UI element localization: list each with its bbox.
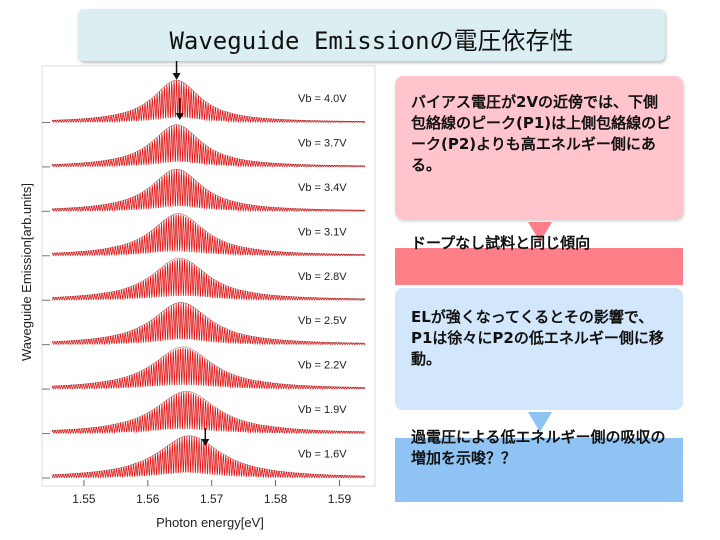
note-1: バイアス電圧が2Vの近傍では、下側包絡線のピーク(P1)は上側包絡線のピーク(P… [411, 93, 672, 174]
series-labels: Vb = 4.0V Vb = 3.7V Vb = 3.4V Vb = 3.1V Vb =… [298, 93, 347, 461]
x-tick-label: 1.59 [328, 492, 352, 506]
arrow-p1-bottom-head [201, 439, 210, 446]
series-line [51, 214, 366, 257]
series-line [51, 258, 366, 301]
series-line [51, 391, 366, 435]
note-box-3 [395, 288, 683, 410]
axes: 1.55 1.56 1.57 1.58 1.59 [41, 65, 376, 506]
note-3: ELが強くなってくるとその影響で、P1は徐々にP2の低エネルギー側に移動。 [411, 308, 664, 368]
series-label: Vb = 2.2V [298, 360, 347, 372]
note-box-1 [395, 76, 683, 219]
note-box-2 [395, 248, 683, 285]
arrow-p1-top-head [175, 113, 184, 120]
page-title: Waveguide Emissionの電圧依存性 [169, 27, 574, 55]
series-envelope [51, 391, 366, 433]
x-tick-label: 1.56 [136, 492, 160, 506]
note-box-4 [395, 438, 683, 502]
series-label: Vb = 1.6V [298, 449, 347, 461]
series-envelope [51, 257, 366, 300]
note-2: ドープなし試料と同じ傾向 [411, 234, 591, 252]
series-envelope [51, 79, 366, 122]
arrow-down-2 [528, 412, 552, 432]
series-envelope [51, 213, 366, 255]
series-line [51, 124, 366, 168]
series-envelope [51, 302, 366, 344]
series-line [51, 169, 366, 213]
series-envelope [51, 435, 366, 477]
x-tick-label: 1.58 [264, 492, 288, 506]
note-4: 過電圧による低エネルギー側の吸収の増加を示唆？？ [411, 428, 666, 467]
x-tick-label: 1.55 [72, 492, 96, 506]
arrow-down-1 [528, 222, 552, 242]
traces [51, 79, 366, 479]
series-label: Vb = 2.8V [298, 271, 347, 283]
arrow-p2-top-head [172, 73, 181, 80]
title-box: Waveguide Emissionの電圧依存性 [78, 9, 665, 61]
series-line [51, 302, 366, 346]
series-envelope [51, 124, 366, 167]
x-axis-label: Photon energy[eV] [156, 515, 264, 530]
series-label: Vb = 2.5V [298, 315, 347, 327]
series-label: Vb = 1.9V [298, 404, 347, 416]
series-envelope [51, 168, 366, 211]
y-axis-label: Waveguide Emission[arb.units] [19, 183, 34, 361]
x-tick-label: 1.57 [200, 492, 224, 506]
series-line [51, 347, 366, 390]
series-label: Vb = 3.7V [298, 137, 347, 149]
series-label: Vb = 3.1V [298, 226, 347, 238]
plot-frame [41, 65, 376, 487]
series-line [51, 435, 366, 479]
series-envelope [51, 346, 366, 388]
series-label: Vb = 3.4V [298, 182, 347, 194]
series-label: Vb = 4.0V [298, 93, 347, 105]
